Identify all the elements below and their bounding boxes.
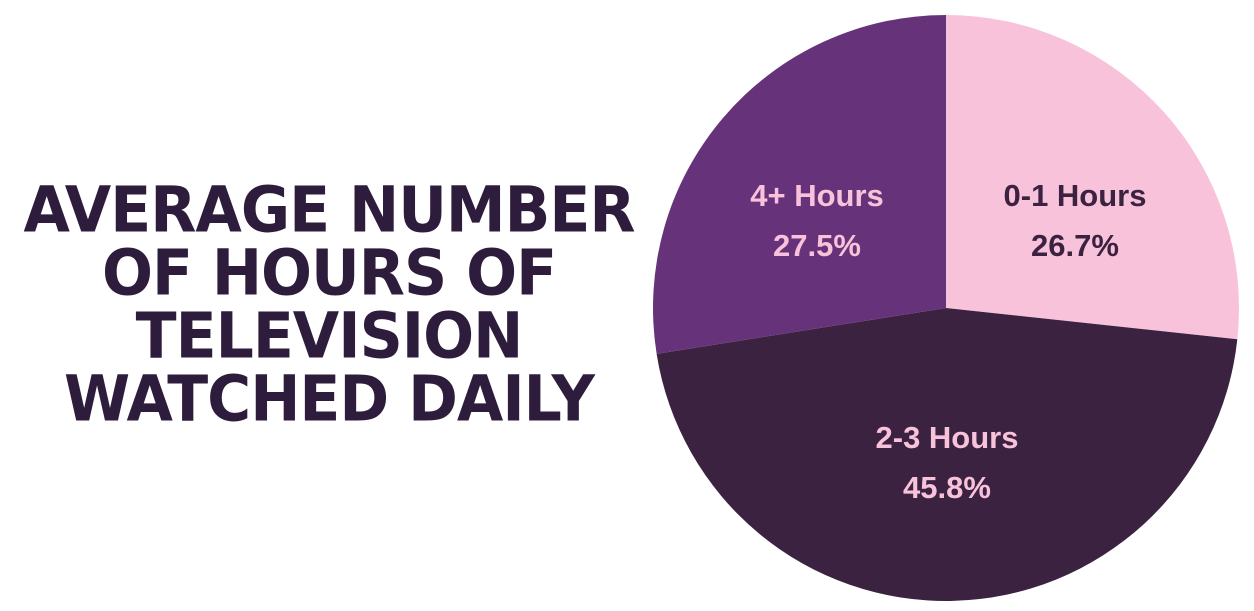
slice-value-label-1: 26.7% <box>1031 228 1119 263</box>
slice-label-3: 4+ Hours <box>750 178 884 213</box>
slice-label-1: 0-1 Hours <box>1004 178 1147 213</box>
pie-slice-1 <box>946 15 1240 340</box>
slice-value-label-3: 27.5% <box>773 228 861 263</box>
title-line-1: AVERAGE NUMBER <box>23 173 635 248</box>
title-line-3: TELEVISION <box>135 299 524 374</box>
pie-slice-2 <box>656 308 1238 601</box>
slice-label-2: 2-3 Hours <box>876 420 1019 455</box>
pie-slice-3 <box>653 15 946 354</box>
title-line-4: WATCHED DAILY <box>63 362 595 437</box>
title-line-2: OF HOURS OF <box>101 236 557 311</box>
slice-value-label-2: 45.8% <box>903 470 991 505</box>
chart-title: AVERAGE NUMBER OF HOURS OF TELEVISION WA… <box>14 179 644 431</box>
